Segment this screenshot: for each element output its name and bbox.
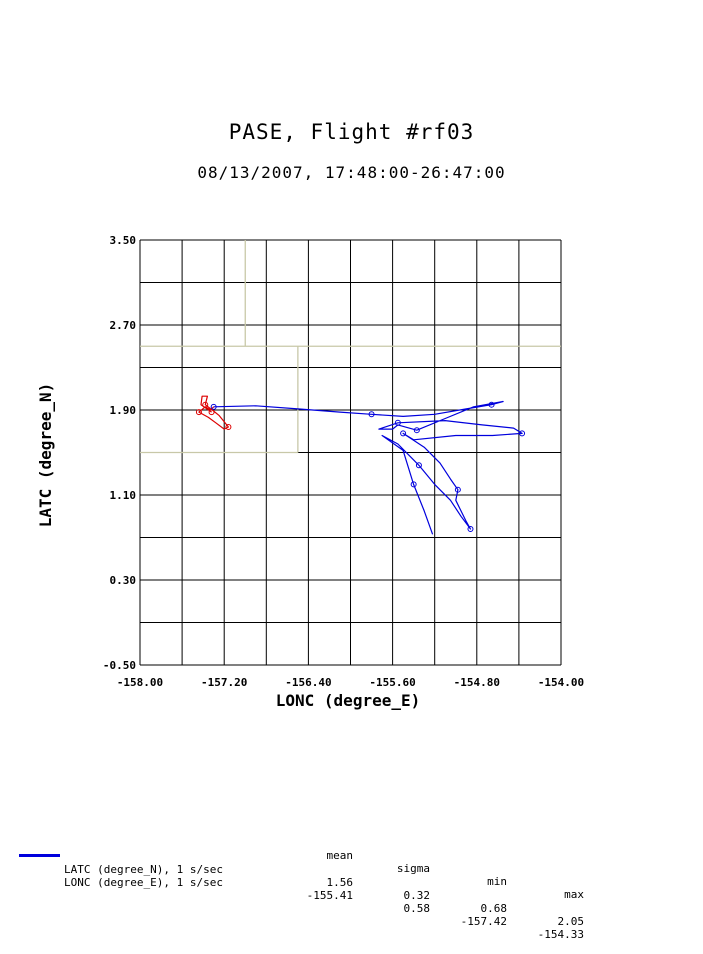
track-point: [225, 424, 232, 430]
row-label: LONC (degree_E), 1 s/sec: [64, 876, 223, 889]
track-point: [415, 462, 422, 469]
stats-row-latc: LATC (degree_N), 1 s/sec 1.56 0.32 0.68 …: [0, 850, 703, 928]
flight-track-plot: -158.00 -157.20 -156.40 -155.60 -154.80 -154.…: [36, 234, 584, 710]
y-tick-label: 1.10: [110, 489, 137, 502]
x-tick-label: -155.60: [369, 676, 415, 689]
value-sigma: 0.32: [403, 889, 431, 902]
header-mean: mean: [326, 849, 354, 862]
track-point: [400, 430, 407, 437]
stats-row-lonc: LONC (degree_E), 1 s/sec -155.41 0.58 -1…: [0, 863, 703, 941]
value-sigma: 0.58: [403, 902, 431, 915]
chart-subtitle: 08/13/2007, 17:48:00-26:47:00: [197, 163, 506, 182]
x-tick-label: -156.40: [285, 676, 331, 689]
track-point: [368, 411, 375, 418]
track-point: [410, 481, 417, 488]
x-tick-label: -157.20: [201, 676, 247, 689]
y-tick-label: 3.50: [110, 234, 137, 247]
value-max: -154.33: [537, 928, 584, 941]
x-tick-label: -154.80: [454, 676, 500, 689]
x-tick-label: -158.00: [117, 676, 163, 689]
track-point: [195, 409, 202, 416]
track-line: [213, 400, 523, 535]
track-point: [413, 427, 420, 434]
track-lines: [195, 395, 526, 535]
track-point: [454, 486, 461, 493]
value-mean: -155.41: [306, 889, 353, 902]
value-mean: 1.56: [326, 876, 354, 889]
legend-swatch: [19, 854, 60, 857]
value-min: -157.42: [460, 915, 507, 928]
track-point: [519, 430, 526, 437]
chart-title: PASE, Flight #rf03: [228, 120, 475, 144]
header-max: max: [564, 888, 584, 901]
y-tick-label: -0.50: [103, 659, 136, 672]
y-axis-label: LATC (degree_N): [36, 383, 55, 528]
x-axis-label: LONC (degree_E): [276, 691, 421, 710]
y-tick-label: 2.70: [110, 319, 137, 332]
map-outline: [140, 240, 561, 454]
value-min: 0.68: [480, 902, 508, 915]
header-sigma: sigma: [396, 862, 430, 875]
track-point: [467, 526, 474, 532]
x-tick-label: -154.00: [538, 676, 584, 689]
track-point: [394, 419, 401, 426]
stats-header: mean sigma min max: [0, 836, 703, 901]
track-line: [198, 395, 229, 430]
row-label: LATC (degree_N), 1 s/sec: [64, 863, 223, 876]
track-point: [202, 401, 209, 408]
y-tick-label: 0.30: [110, 574, 137, 587]
track-point: [208, 409, 215, 416]
tick-labels: -158.00 -157.20 -156.40 -155.60 -154.80 -154.…: [103, 234, 584, 689]
y-tick-label: 1.90: [110, 404, 137, 417]
track-point: [488, 401, 495, 408]
track-point: [210, 403, 217, 410]
value-max: 2.05: [557, 915, 585, 928]
header-min: min: [487, 875, 507, 888]
